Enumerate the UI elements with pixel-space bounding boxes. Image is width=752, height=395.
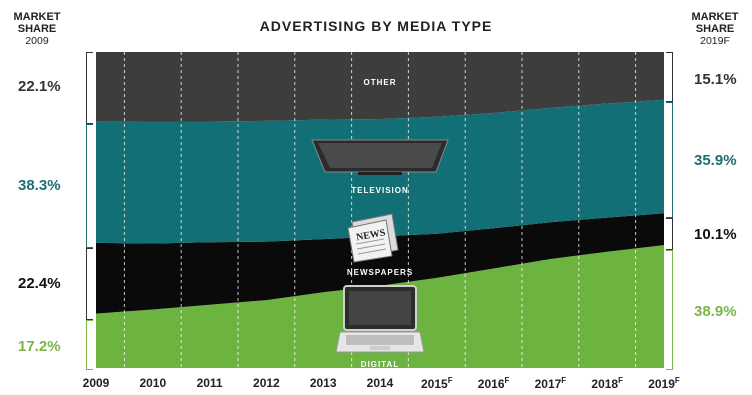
left-share-television: 38.3% [18, 177, 61, 194]
newspaper-icon: NEWS [347, 213, 399, 263]
x-tick-label: 2018F [591, 376, 623, 391]
band-label-newspapers: NEWSPAPERS [346, 268, 414, 277]
left-share-digital: 17.2% [18, 338, 61, 355]
right-market-share-header: MARKET SHARE 2019F [691, 11, 739, 47]
right-share-other: 15.1% [694, 71, 737, 88]
right-bracket-other [666, 52, 673, 102]
left-bracket-television [86, 124, 93, 248]
right-share-television: 35.9% [694, 152, 737, 169]
left-bracket-digital [86, 320, 93, 370]
left-market-share-header: MARKET SHARE 2009 [13, 11, 61, 47]
x-tick-label: 2012 [253, 376, 280, 390]
right-bracket-digital [666, 250, 673, 370]
area-other [96, 52, 664, 122]
x-tick-label: 2011 [196, 376, 223, 390]
right-bracket-television [666, 102, 673, 218]
left-share-newspapers: 22.4% [18, 275, 61, 292]
left-share-other: 22.1% [18, 78, 61, 95]
x-tick-label: 2016F [477, 376, 510, 391]
x-tick-label: 2009 [82, 376, 110, 390]
x-tick-label: 2019F [648, 376, 680, 391]
right-share-digital: 38.9% [694, 303, 737, 320]
band-label-television: TELEVISION [351, 186, 409, 195]
left-bracket-newspapers [86, 248, 93, 320]
right-bracket-newspapers [666, 218, 673, 250]
right-share-newspapers: 10.1% [694, 226, 737, 243]
svg-text:NEWS: NEWS [355, 227, 386, 243]
x-tick-label: 2015F [421, 376, 453, 391]
band-label-digital: DIGITAL [360, 360, 400, 369]
television-icon [311, 139, 449, 175]
x-tick-label: 2013 [309, 376, 337, 390]
chart-title: ADVERTISING BY MEDIA TYPE [259, 18, 493, 34]
left-bracket-other [86, 52, 93, 124]
laptop-icon [335, 285, 425, 353]
x-tick-label: 2017F [534, 376, 567, 391]
x-tick-label: 2010 [139, 376, 167, 390]
band-label-other: OTHER [363, 78, 397, 87]
x-tick-label: 2014 [366, 376, 394, 390]
